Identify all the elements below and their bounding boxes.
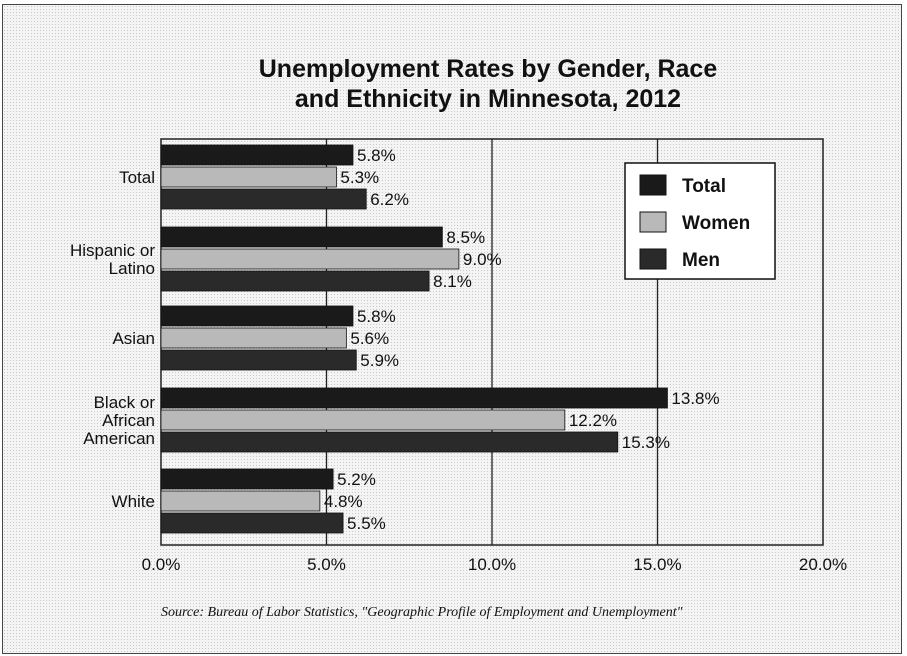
chart-frame: Unemployment Rates by Gender, Race and E…	[2, 4, 902, 654]
bar-men-4	[160, 512, 344, 534]
bar-total-2	[160, 305, 354, 327]
bar-women-0	[160, 166, 337, 188]
data-label: 4.8%	[324, 492, 363, 511]
bar-total-1	[160, 226, 443, 248]
bars	[160, 144, 668, 534]
legend-swatch-women	[639, 211, 667, 233]
data-label: 9.0%	[463, 250, 502, 269]
category-label: African	[102, 411, 155, 430]
data-label: 5.8%	[357, 307, 396, 326]
data-label: 13.8%	[671, 389, 719, 408]
category-label: White	[112, 492, 155, 511]
bar-women-3	[160, 409, 566, 431]
data-label: 5.8%	[357, 146, 396, 165]
bar-total-4	[160, 468, 334, 490]
data-label: 12.2%	[569, 411, 617, 430]
legend-label-men: Men	[682, 250, 720, 271]
bar-men-0	[160, 188, 367, 210]
x-tick-label: 10.0%	[468, 555, 516, 574]
legend-swatch-men	[639, 248, 667, 270]
legend-label-total: Total	[682, 176, 726, 197]
bar-men-1	[160, 270, 430, 292]
legend-swatch-total	[639, 174, 667, 196]
x-tick-label: 15.0%	[633, 555, 681, 574]
category-label: American	[83, 429, 155, 448]
chart-title-line-2: and Ethnicity in Minnesota, 2012	[295, 85, 681, 113]
x-tick-label: 0.0%	[142, 555, 181, 574]
chart-svg: Unemployment Rates by Gender, Race and E…	[70, 55, 847, 620]
data-label: 5.5%	[347, 514, 386, 533]
category-label: Asian	[112, 329, 155, 348]
bar-men-2	[160, 349, 357, 371]
bar-men-3	[160, 431, 619, 453]
legend-label-women: Women	[682, 213, 750, 234]
category-label: Latino	[109, 259, 155, 278]
labels: 0.0% 5.0% 10.0% 15.0% 20.0% 5.8% 5.3% 6.2% Total…	[70, 146, 847, 574]
data-label: 8.1%	[433, 272, 472, 291]
data-label: 8.5%	[446, 228, 485, 247]
bar-total-3	[160, 387, 668, 409]
source-note: Source: Bureau of Labor Statistics, "Geo…	[161, 605, 683, 620]
category-label: Total	[119, 168, 155, 187]
legend: Total Women Men	[624, 162, 776, 280]
data-label: 6.2%	[370, 190, 409, 209]
data-label: 5.2%	[337, 470, 376, 489]
data-label: 5.9%	[360, 351, 399, 370]
bar-women-2	[160, 327, 347, 349]
data-label: 5.3%	[340, 168, 379, 187]
bar-women-4	[160, 490, 321, 512]
chart-title-line-1: Unemployment Rates by Gender, Race	[259, 55, 718, 83]
category-label: Hispanic or	[70, 241, 155, 260]
data-label: 5.6%	[350, 329, 389, 348]
x-tick-label: 5.0%	[307, 555, 346, 574]
data-label: 15.3%	[622, 433, 670, 452]
bar-women-1	[160, 248, 460, 270]
x-tick-label: 20.0%	[799, 555, 847, 574]
bar-total-0	[160, 144, 354, 166]
category-label: Black or	[94, 393, 156, 412]
